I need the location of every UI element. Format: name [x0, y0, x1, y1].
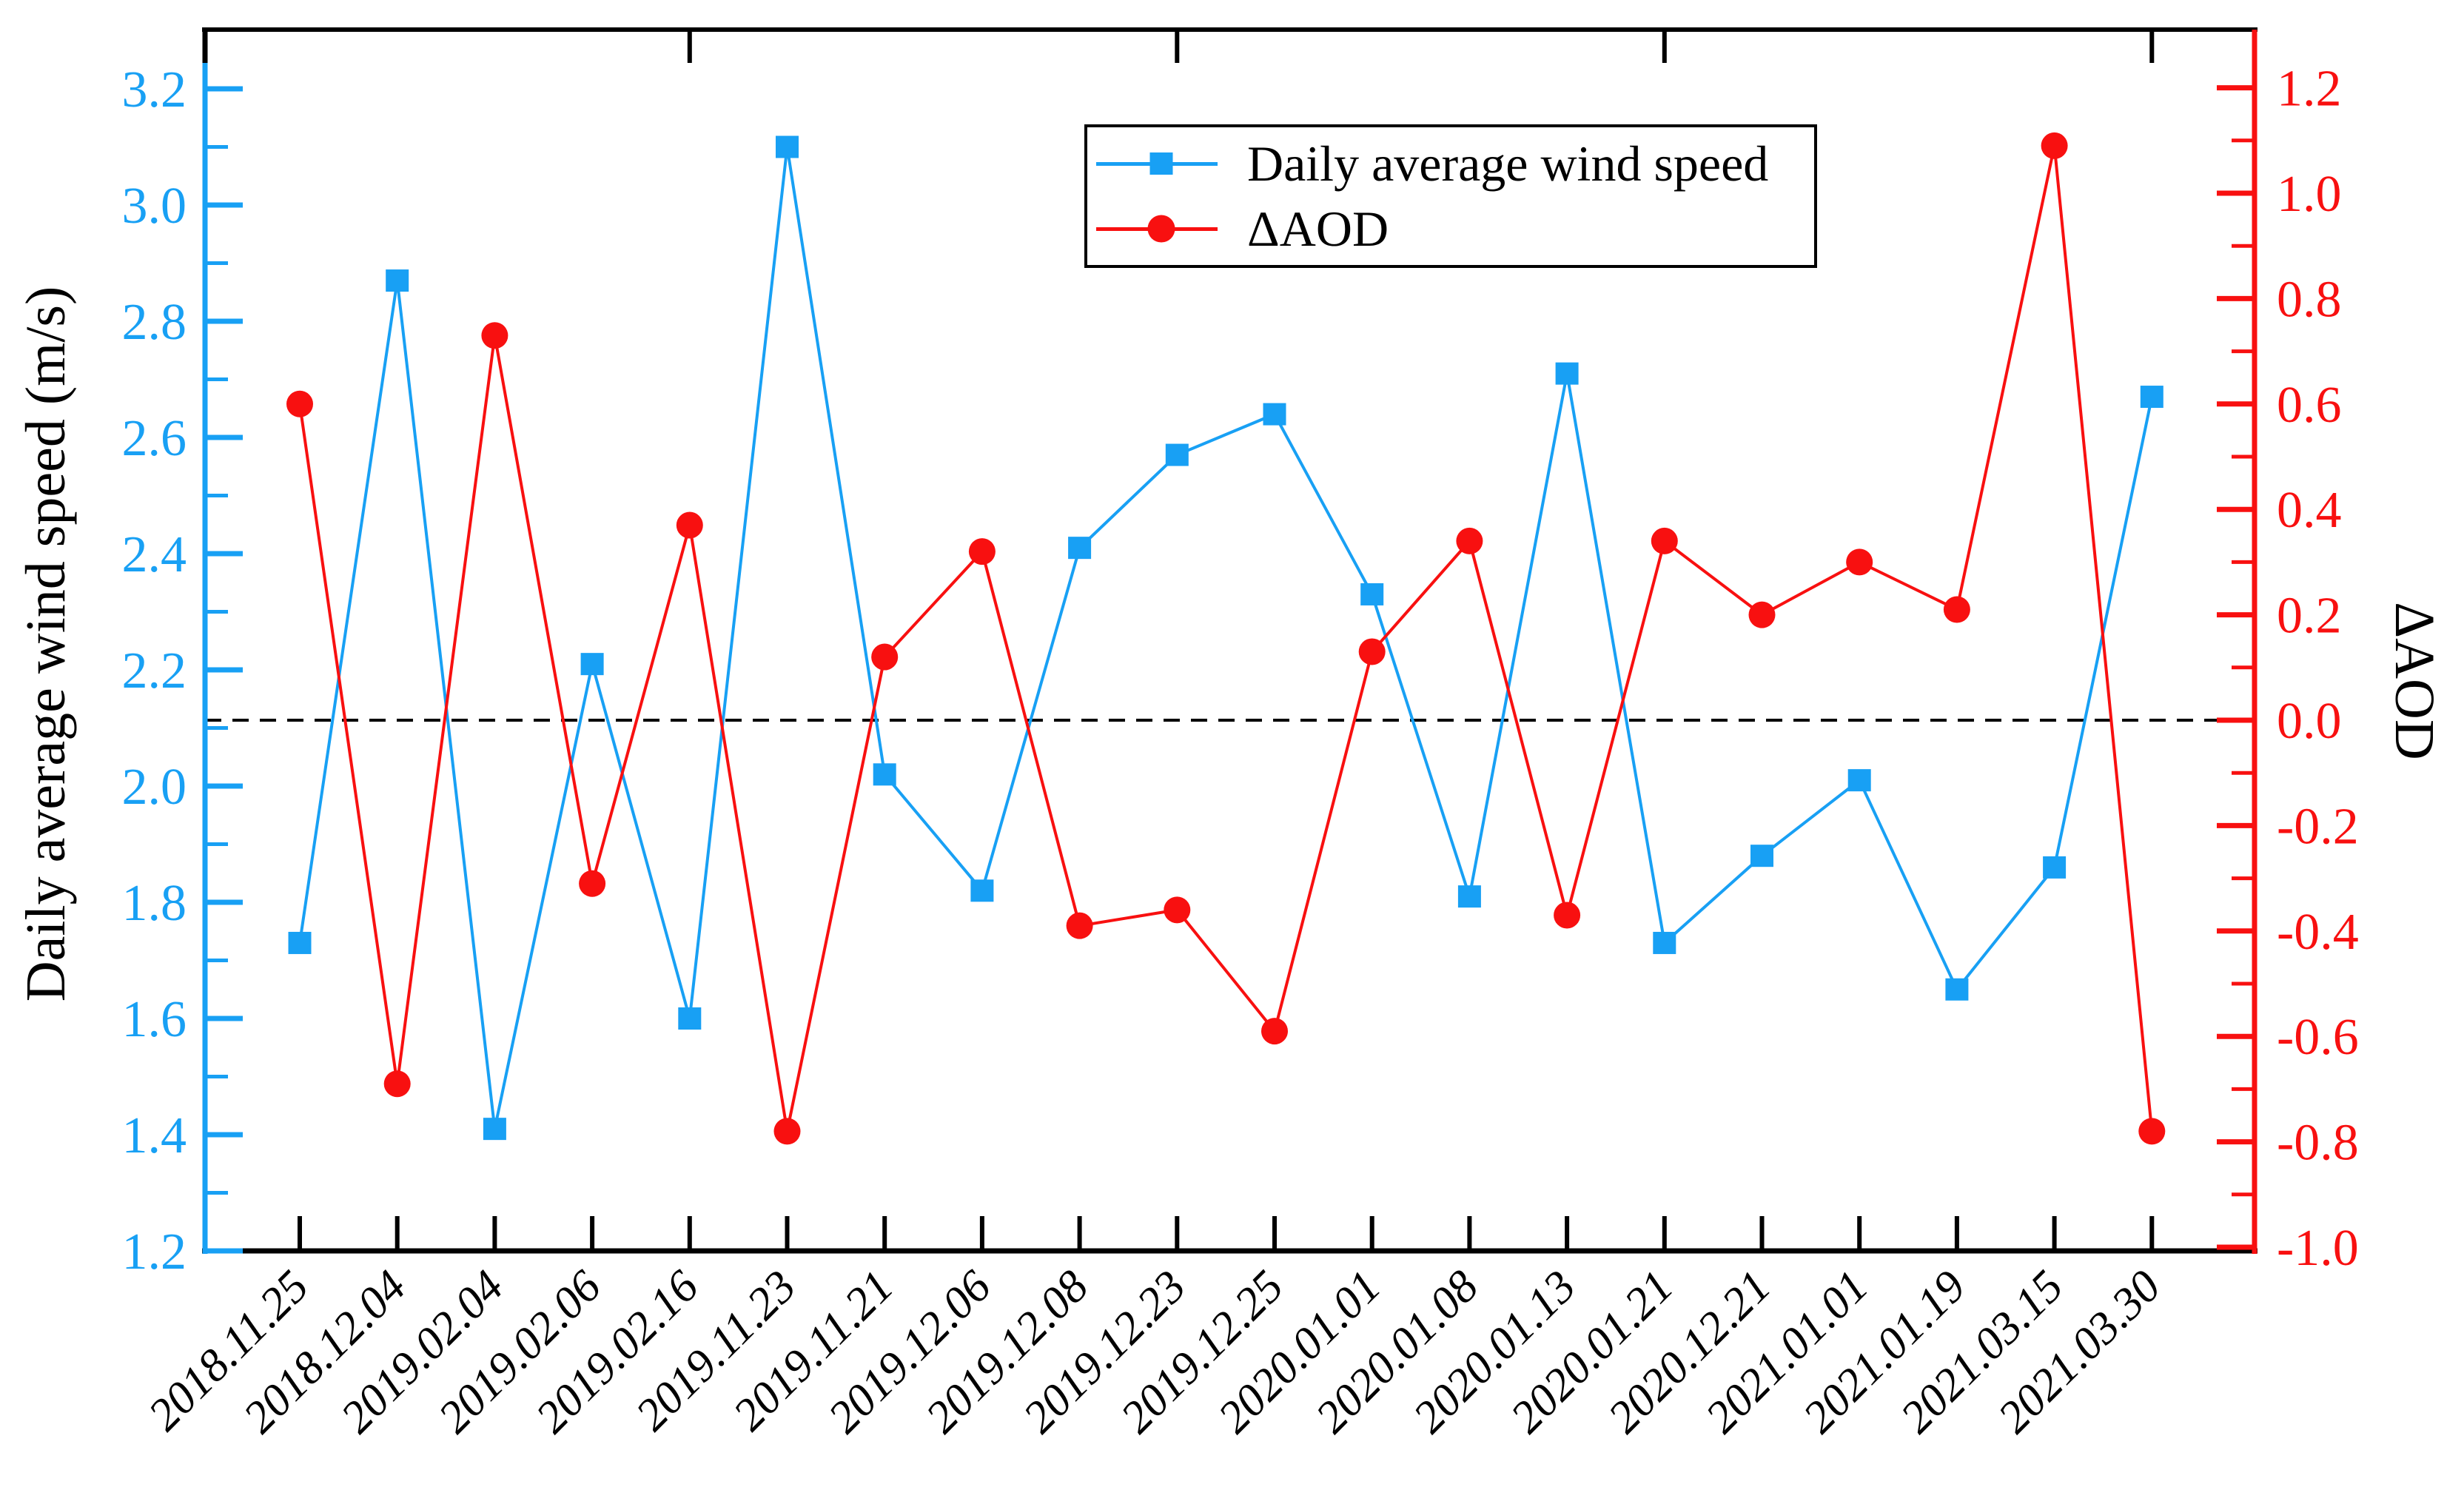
wind-point-19 [2140, 386, 2163, 409]
legend-aod-line-circle-icon [1087, 196, 1235, 261]
legend-wind-square-marker-icon [1149, 152, 1173, 175]
x-axis-labels: 2018.11.252018.12.042019.02.042019.02.06… [139, 1261, 2170, 1443]
right-tick-label: -1.0 [2277, 1220, 2359, 1277]
wind-point-15 [1750, 845, 1773, 867]
legend-wind-line-square-icon [1087, 131, 1235, 196]
right-tick-label: -0.8 [2277, 1115, 2359, 1172]
aod-point-5 [773, 1118, 801, 1145]
aod-point-15 [1748, 601, 1776, 628]
aod-point-13 [1554, 902, 1581, 929]
wind-point-1 [386, 269, 409, 292]
legend-entry-wind-speed: Daily average wind speed [1087, 131, 1814, 196]
aod-point-11 [1358, 638, 1386, 665]
legend-entry-aod: ΔAOD [1087, 196, 1814, 261]
x-axis-ticks [298, 32, 2155, 1249]
wind-point-6 [873, 763, 896, 786]
wind-point-7 [970, 879, 994, 902]
left-tick-label: 2.6 [122, 410, 187, 467]
wind-point-9 [1165, 443, 1189, 466]
aod-point-9 [1164, 896, 1191, 924]
right-axis: -1.0 -0.8 -0.6 -0.4 -0.2 0.0 0.2 0.4 0.6 0.8 1.0 1.… [2217, 30, 2359, 1277]
legend-label-aod: ΔAOD [1247, 201, 1389, 257]
left-tick-label: 2.0 [122, 759, 187, 816]
wind-point-2 [483, 1118, 506, 1141]
wind-point-13 [1555, 362, 1579, 385]
aod-point-14 [1651, 527, 1678, 554]
wind-speed-line [298, 147, 2154, 1130]
aod-point-7 [968, 538, 996, 565]
right-tick-label: 0.6 [2277, 377, 2342, 434]
aod-point-18 [2041, 132, 2068, 159]
left-tick-label: 2.2 [122, 642, 187, 699]
aod-point-16 [1846, 548, 1873, 576]
aod-point-1 [383, 1070, 411, 1098]
series-delta-aod [286, 132, 2166, 1145]
aod-line [298, 145, 2154, 1132]
wind-point-5 [776, 135, 799, 158]
right-tick-label: 1.2 [2277, 61, 2342, 118]
right-tick-label: 0.0 [2277, 693, 2342, 750]
left-axis-title: Daily average wind speed (m/s) [14, 286, 77, 1002]
right-tick-label: 1.0 [2277, 166, 2342, 223]
wind-point-0 [288, 931, 312, 954]
wind-point-14 [1653, 931, 1676, 954]
left-tick-label: 1.2 [122, 1224, 187, 1281]
aod-point-6 [871, 643, 899, 671]
right-tick-label: -0.4 [2277, 904, 2359, 961]
aod-point-17 [1943, 596, 1970, 623]
left-tick-label: 3.2 [122, 61, 187, 118]
wind-point-17 [1945, 978, 1969, 1001]
left-tick-label: 1.6 [122, 991, 187, 1048]
wind-point-16 [1847, 769, 1871, 792]
aod-point-10 [1261, 1018, 1288, 1045]
plot-frame [202, 27, 2257, 1254]
wind-point-18 [2043, 856, 2067, 879]
right-tick-label: 0.8 [2277, 271, 2342, 328]
aod-point-3 [579, 870, 606, 897]
aod-point-2 [481, 322, 508, 349]
left-tick-label: 2.4 [122, 526, 187, 583]
aod-point-8 [1066, 912, 1093, 939]
wind-point-11 [1360, 583, 1384, 605]
legend-aod-circle-marker-icon [1147, 215, 1175, 243]
right-tick-label: -0.2 [2277, 798, 2359, 855]
right-tick-label: 0.4 [2277, 482, 2342, 539]
right-tick-label: -0.6 [2277, 1009, 2359, 1066]
left-tick-label: 1.4 [122, 1107, 187, 1164]
series-wind-speed [288, 135, 2163, 1141]
aod-point-4 [676, 511, 703, 539]
aod-point-12 [1456, 527, 1483, 554]
wind-point-10 [1263, 403, 1286, 426]
left-axis: 1.2 1.4 1.6 1.8 2.0 2.2 2.4 2.6 2.8 3.0 3.2 [122, 30, 243, 1281]
left-tick-label: 2.8 [122, 294, 187, 351]
right-axis-title: ΔAOD [2383, 602, 2446, 760]
left-tick-label: 3.0 [122, 178, 187, 235]
wind-point-4 [678, 1007, 702, 1030]
wind-point-8 [1068, 537, 1092, 560]
wind-point-12 [1457, 885, 1481, 908]
wind-point-3 [580, 653, 604, 676]
aod-point-0 [286, 390, 313, 417]
left-tick-label: 1.8 [122, 875, 187, 932]
right-tick-label: 0.2 [2277, 588, 2342, 645]
aod-point-19 [2138, 1118, 2166, 1145]
legend: Daily average wind speed ΔAOD [1084, 124, 1817, 268]
legend-label-wind-speed: Daily average wind speed [1247, 135, 1769, 192]
